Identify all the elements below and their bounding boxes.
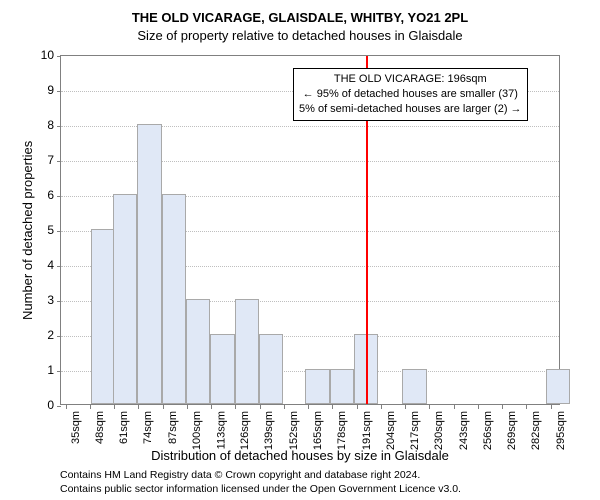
annotation-line-1: THE OLD VICARAGE: 196sqm xyxy=(334,73,487,85)
y-axis-label: Number of detached properties xyxy=(20,141,35,320)
y-tick-mark xyxy=(57,91,61,92)
y-tick-label: 1 xyxy=(0,364,54,376)
x-tick-mark xyxy=(551,405,552,409)
y-tick-mark xyxy=(57,406,61,407)
x-tick-label: 204sqm xyxy=(385,411,397,450)
x-tick-mark xyxy=(187,405,188,409)
x-tick-label: 48sqm xyxy=(94,411,106,444)
y-tick-mark xyxy=(57,301,61,302)
x-tick-mark xyxy=(308,405,309,409)
x-tick-mark xyxy=(381,405,382,409)
x-tick-mark xyxy=(478,405,479,409)
x-tick-mark xyxy=(163,405,164,409)
y-tick-mark xyxy=(57,371,61,372)
histogram-bar xyxy=(210,334,234,404)
y-tick-mark xyxy=(57,336,61,337)
y-tick-mark xyxy=(57,231,61,232)
x-tick-label: 139sqm xyxy=(264,411,276,450)
footer-line-1: Contains HM Land Registry data © Crown c… xyxy=(60,469,420,481)
y-tick-mark xyxy=(57,126,61,127)
x-tick-label: 152sqm xyxy=(288,411,300,450)
x-tick-label: 100sqm xyxy=(191,411,203,450)
x-tick-label: 74sqm xyxy=(142,411,154,444)
annotation-line-3: 5% of semi-detached houses are larger (2… xyxy=(299,103,522,115)
x-tick-mark xyxy=(260,405,261,409)
x-tick-label: 113sqm xyxy=(215,411,227,449)
annotation-box: THE OLD VICARAGE: 196sqm ← 95% of detache… xyxy=(293,68,528,121)
x-tick-mark xyxy=(90,405,91,409)
x-tick-label: 126sqm xyxy=(239,411,251,450)
histogram-bar xyxy=(113,194,137,404)
x-tick-label: 165sqm xyxy=(312,411,324,450)
y-tick-mark xyxy=(57,266,61,267)
x-tick-mark xyxy=(138,405,139,409)
x-tick-mark xyxy=(429,405,430,409)
histogram-bar xyxy=(546,369,570,404)
y-tick-mark xyxy=(57,196,61,197)
x-tick-label: 295sqm xyxy=(555,411,567,450)
x-tick-mark xyxy=(332,405,333,409)
histogram-bar xyxy=(330,369,354,404)
y-tick-label: 2 xyxy=(0,329,54,341)
x-tick-label: 35sqm xyxy=(70,411,82,444)
histogram-bar xyxy=(259,334,283,404)
y-tick-label: 9 xyxy=(0,84,54,96)
title-line-2: Size of property relative to detached ho… xyxy=(0,28,600,43)
x-tick-label: 87sqm xyxy=(167,411,179,444)
x-tick-mark xyxy=(405,405,406,409)
histogram-bar xyxy=(186,299,210,404)
x-tick-label: 217sqm xyxy=(409,411,421,450)
y-tick-mark xyxy=(57,56,61,57)
plot-area: THE OLD VICARAGE: 196sqm ← 95% of detache… xyxy=(60,55,560,405)
x-tick-mark xyxy=(502,405,503,409)
x-tick-label: 256sqm xyxy=(482,411,494,450)
histogram-bar xyxy=(137,124,161,404)
histogram-bar xyxy=(235,299,259,404)
chart-container: THE OLD VICARAGE, GLAISDALE, WHITBY, YO2… xyxy=(0,0,600,500)
x-tick-mark xyxy=(114,405,115,409)
histogram-bar xyxy=(305,369,329,404)
y-tick-label: 0 xyxy=(0,399,54,411)
gridline-h xyxy=(61,126,559,127)
x-axis-label: Distribution of detached houses by size … xyxy=(0,448,600,463)
footer-text: Contains HM Land Registry data © Crown c… xyxy=(60,468,461,496)
x-tick-mark xyxy=(235,405,236,409)
x-tick-label: 282sqm xyxy=(530,411,542,450)
y-tick-label: 8 xyxy=(0,119,54,131)
annotation-line-2: ← 95% of detached houses are smaller (37… xyxy=(303,88,518,100)
x-tick-label: 243sqm xyxy=(458,411,470,450)
x-tick-mark xyxy=(357,405,358,409)
histogram-bar xyxy=(91,229,115,404)
x-tick-mark xyxy=(454,405,455,409)
x-tick-label: 269sqm xyxy=(506,411,518,450)
x-tick-label: 61sqm xyxy=(118,411,130,444)
y-tick-label: 10 xyxy=(0,49,54,61)
x-tick-label: 178sqm xyxy=(336,411,348,450)
gridline-h xyxy=(61,161,559,162)
title-line-1: THE OLD VICARAGE, GLAISDALE, WHITBY, YO2… xyxy=(0,10,600,25)
x-tick-label: 230sqm xyxy=(433,411,445,450)
histogram-bar xyxy=(402,369,426,404)
histogram-bar xyxy=(162,194,186,404)
x-tick-mark xyxy=(211,405,212,409)
footer-line-2: Contains public sector information licen… xyxy=(60,483,461,495)
x-tick-label: 191sqm xyxy=(361,411,373,450)
y-tick-mark xyxy=(57,161,61,162)
x-tick-mark xyxy=(66,405,67,409)
x-tick-mark xyxy=(284,405,285,409)
x-tick-mark xyxy=(526,405,527,409)
